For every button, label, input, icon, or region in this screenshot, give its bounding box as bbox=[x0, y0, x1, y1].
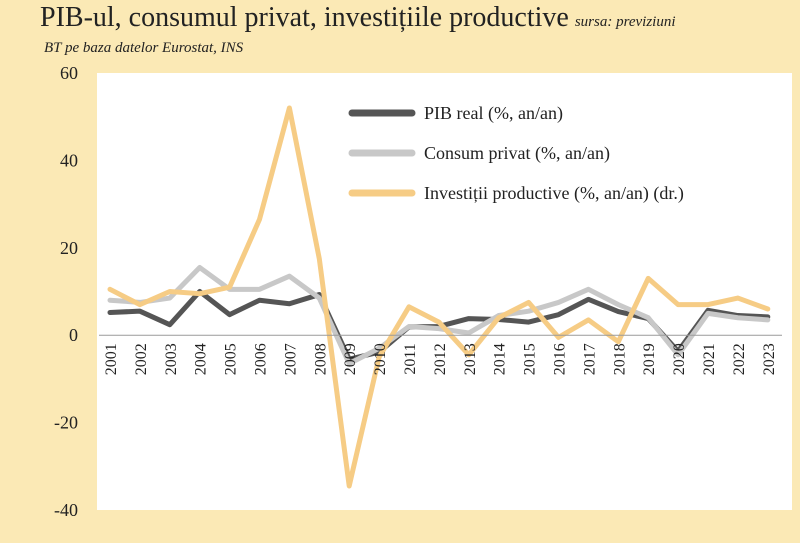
x-tick-label: 2011 bbox=[402, 343, 419, 374]
x-tick-label: 2010 bbox=[372, 343, 389, 375]
series-line-2 bbox=[107, 264, 771, 367]
x-tick-label: 2021 bbox=[701, 343, 718, 375]
x-tick-label: 2022 bbox=[731, 343, 748, 375]
x-tick-label: 2009 bbox=[342, 343, 359, 375]
y-tick-label: 40 bbox=[60, 150, 78, 170]
y-tick-label: 0 bbox=[69, 325, 78, 345]
y-tick-label: 20 bbox=[60, 238, 78, 258]
x-tick-label: 2015 bbox=[522, 343, 539, 375]
x-tick-label: 2003 bbox=[163, 343, 180, 375]
x-tick-label: 2016 bbox=[552, 343, 569, 375]
x-tick-label: 2008 bbox=[312, 343, 329, 375]
legend-label-2: Consum privat (%, an/an) bbox=[424, 143, 610, 164]
x-tick-label: 2018 bbox=[611, 343, 628, 375]
x-tick-label: 2004 bbox=[193, 343, 210, 375]
chart-title: PIB-ul, consumul privat, investițiile pr… bbox=[40, 2, 569, 33]
x-tick-label: 2017 bbox=[581, 343, 598, 375]
x-tick-label: 2020 bbox=[671, 343, 688, 375]
series-line-3 bbox=[107, 105, 771, 489]
y-tick-label: -40 bbox=[54, 500, 78, 520]
x-tick-label: 2007 bbox=[282, 343, 299, 375]
x-tick-label: 2012 bbox=[432, 343, 449, 375]
x-tick-label: 2023 bbox=[761, 343, 778, 375]
x-tick-label: 2006 bbox=[253, 343, 270, 375]
x-tick-label: 2013 bbox=[462, 343, 479, 375]
title-row: PIB-ul, consumul privat, investițiile pr… bbox=[40, 2, 676, 34]
y-tick-label: -20 bbox=[54, 413, 78, 433]
chart-subtitle: BT pe baza datelor Eurostat, INS bbox=[44, 40, 244, 56]
x-tick-label: 2019 bbox=[641, 343, 658, 375]
x-tick-label: 2014 bbox=[492, 343, 509, 375]
x-tick-label: 2001 bbox=[103, 343, 120, 375]
legend-label-3: Investiții productive (%, an/an) (dr.) bbox=[424, 183, 684, 204]
x-tick-label: 2005 bbox=[223, 343, 240, 375]
legend-label-1: PIB real (%, an/an) bbox=[424, 103, 563, 124]
y-tick-label: 60 bbox=[60, 63, 78, 83]
source-note: sursa: previziuni bbox=[574, 14, 676, 30]
x-tick-label: 2002 bbox=[133, 343, 150, 375]
